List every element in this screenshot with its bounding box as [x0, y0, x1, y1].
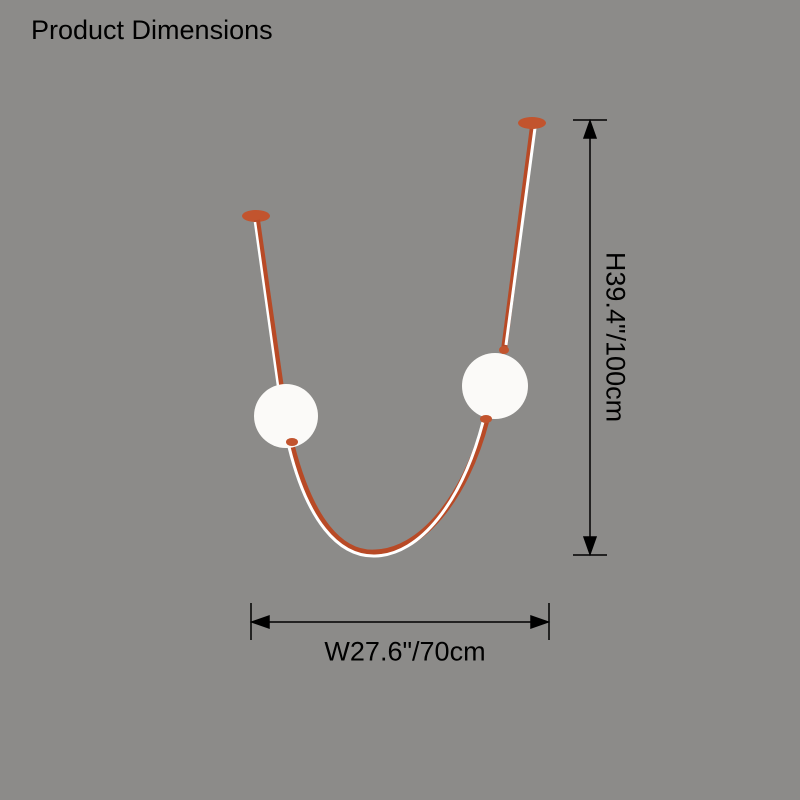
page-title: Product Dimensions — [31, 15, 273, 45]
width-label: W27.6"/70cm — [324, 636, 486, 667]
right-globe — [462, 353, 528, 419]
left-globe — [254, 384, 318, 448]
width-dimension-line — [249, 603, 551, 640]
pendant-lamp — [242, 117, 546, 558]
curved-rod — [287, 419, 490, 557]
height-label: H39.4"/100cm — [600, 251, 631, 423]
right-canopy — [518, 117, 546, 129]
left-canopy — [242, 210, 270, 222]
left-rod — [254, 219, 284, 389]
height-dimension-line — [573, 118, 607, 557]
